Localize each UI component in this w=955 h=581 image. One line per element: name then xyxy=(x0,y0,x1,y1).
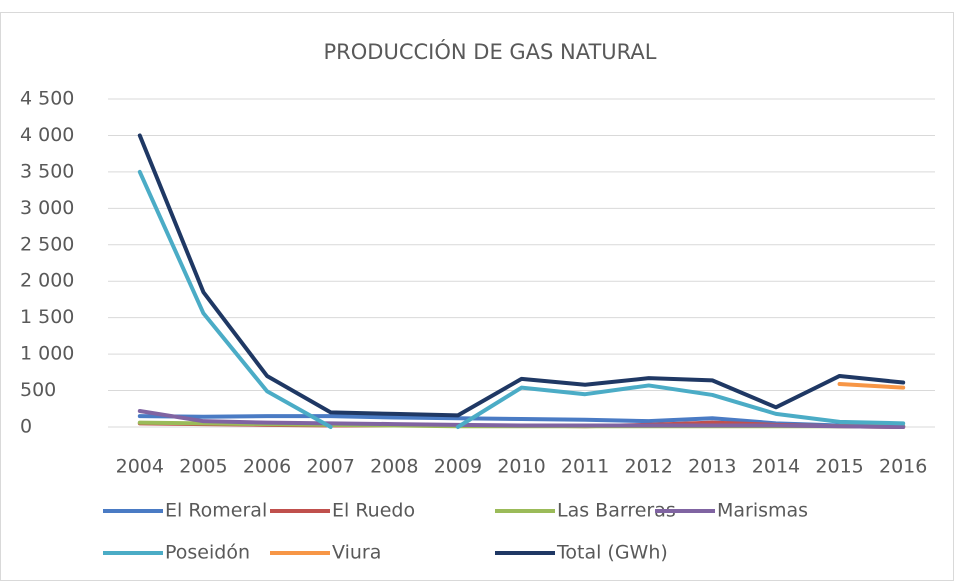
series-line xyxy=(137,133,906,418)
legend-label: Poseidón xyxy=(165,542,250,564)
y-tick-label: 1 500 xyxy=(20,306,74,328)
x-tick-label: 2005 xyxy=(179,456,227,478)
y-tick-label: 500 xyxy=(20,379,56,401)
series-line xyxy=(137,169,906,429)
x-tick-label: 2016 xyxy=(879,456,927,478)
x-tick-label: 2004 xyxy=(116,456,164,478)
x-tick-label: 2015 xyxy=(815,456,863,478)
chart-frame xyxy=(0,12,954,581)
y-tick-label: 0 xyxy=(20,416,32,438)
legend-label: El Ruedo xyxy=(332,500,415,522)
x-tick-label: 2014 xyxy=(752,456,800,478)
x-tick-label: 2013 xyxy=(688,456,736,478)
y-tick-label: 1 000 xyxy=(20,343,74,365)
y-tick-label: 2 000 xyxy=(20,270,74,292)
y-tick-label: 3 000 xyxy=(20,197,74,219)
x-tick-label: 2007 xyxy=(306,456,354,478)
x-tick-label: 2008 xyxy=(370,456,418,478)
legend-label: Las Barreras xyxy=(557,500,676,522)
x-tick-label: 2009 xyxy=(434,456,482,478)
series-line xyxy=(837,381,906,390)
legend-label: Total (GWh) xyxy=(556,542,668,564)
y-tick-label: 3 500 xyxy=(20,160,74,182)
series-line xyxy=(137,408,906,429)
y-tick-label: 4 500 xyxy=(20,88,74,110)
x-tick-label: 2010 xyxy=(497,456,545,478)
y-tick-label: 2 500 xyxy=(20,233,74,255)
legend-label: El Romeral xyxy=(165,500,267,522)
y-tick-label: 4 000 xyxy=(20,124,74,146)
x-tick-label: 2006 xyxy=(243,456,291,478)
chart-title: PRODUCCIÓN DE GAS NATURAL xyxy=(324,39,657,64)
legend-label: Viura xyxy=(332,542,381,564)
legend-label: Marismas xyxy=(717,500,808,522)
x-tick-label: 2012 xyxy=(625,456,673,478)
x-tick-label: 2011 xyxy=(561,456,609,478)
